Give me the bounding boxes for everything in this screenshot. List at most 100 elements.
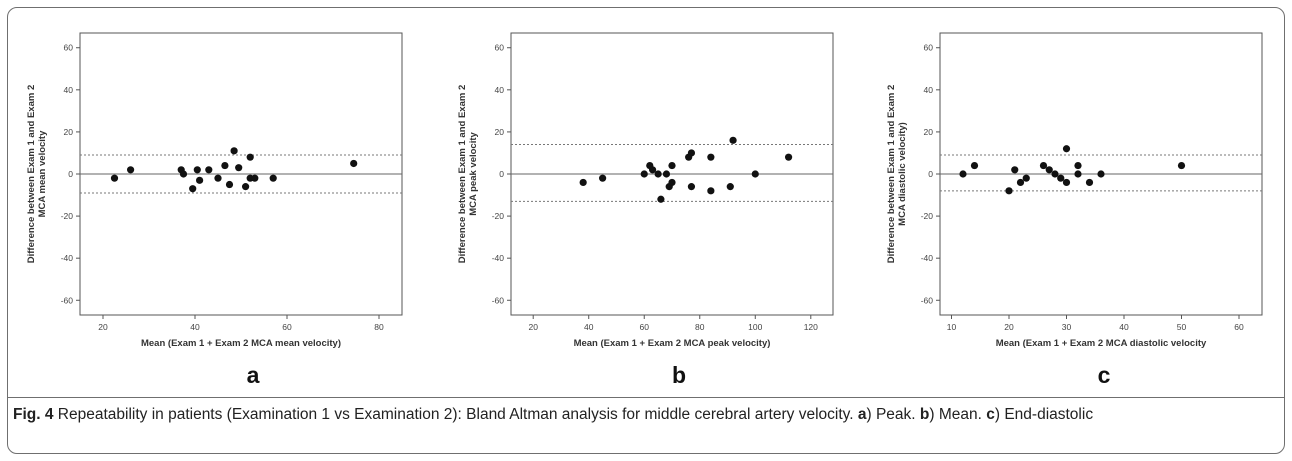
y-tick-label: -40 <box>492 253 505 263</box>
data-point <box>242 183 250 191</box>
data-point <box>1097 170 1105 178</box>
data-point <box>189 185 197 193</box>
chart-panel-a: -60 -40 -20 0 20 40 60 20 40 60 80 Mean (Exam 1 + E… <box>26 32 403 349</box>
x-tick-label: 50 <box>1177 322 1187 332</box>
x-tick-label: 20 <box>528 322 538 332</box>
data-point <box>350 159 358 168</box>
data-point <box>246 153 254 161</box>
chart-panel-c: -60 -40 -20 0 20 40 60 10 20 30 40 50 60 Mean (Exam 1… <box>886 32 1263 349</box>
data-point <box>687 183 696 191</box>
x-tick-label: 20 <box>1004 322 1014 332</box>
data-point <box>110 174 119 182</box>
x-axis-title: Mean (Exam 1 + Exam 2 MCA mean velocity) <box>141 338 341 349</box>
chart-panel-b: -60 -40 -20 0 20 40 60 20 40 60 80 100 120 Mean (Exam… <box>457 32 834 349</box>
data-point <box>1051 170 1059 178</box>
data-point <box>196 176 204 184</box>
y-tick-label: 0 <box>928 169 933 179</box>
data-point <box>959 170 967 178</box>
y-tick-label: 40 <box>495 85 505 95</box>
y-tick-label: 60 <box>64 43 74 53</box>
y-tick-label: -40 <box>61 253 74 263</box>
caption-text-1: Repeatability in patients (Examination 1… <box>53 406 858 423</box>
y-tick-label: 40 <box>64 85 74 95</box>
figure-caption: Fig. 4 Repeatability in patients (Examin… <box>13 404 1278 426</box>
data-point <box>1045 166 1053 174</box>
data-point <box>193 166 201 174</box>
data-point <box>1016 178 1025 187</box>
y-tick-label: 20 <box>924 127 934 137</box>
panel-letter-a: a <box>246 362 260 388</box>
data-point <box>654 170 662 178</box>
data-point <box>225 180 234 189</box>
y-tick-label: -40 <box>921 253 934 263</box>
panel-letter-c: c <box>1097 362 1111 388</box>
data-point <box>205 166 213 174</box>
data-point <box>1039 161 1048 170</box>
data-point <box>662 170 671 178</box>
x-tick-label: 10 <box>947 322 957 332</box>
y-tick-label: 40 <box>924 85 934 95</box>
caption-a-label: a <box>857 406 867 423</box>
data-point <box>640 170 648 178</box>
caption-text-4: ) End-diastolic <box>994 406 1094 423</box>
y-tick-label: 60 <box>495 43 505 53</box>
x-tick-label: 80 <box>695 322 705 332</box>
data-point <box>1062 145 1071 153</box>
x-tick-label: 40 <box>190 322 200 332</box>
x-tick-label: 40 <box>584 322 594 332</box>
y-axis-title-line: MCA diastolic velocity) <box>897 122 908 226</box>
data-point <box>1022 174 1030 182</box>
x-tick-label: 20 <box>98 322 108 332</box>
panel-letter-b: b <box>671 362 687 388</box>
data-point <box>970 161 979 170</box>
caption-divider <box>7 397 1285 398</box>
data-point <box>214 174 222 182</box>
x-tick-label: 40 <box>1119 322 1129 332</box>
data-point <box>648 166 657 174</box>
caption-text-3: ) Mean. <box>929 406 987 423</box>
data-point <box>657 195 665 203</box>
y-tick-label: -60 <box>61 295 74 305</box>
y-tick-label: -20 <box>492 211 505 221</box>
data-point <box>221 161 229 170</box>
data-point <box>1005 187 1013 195</box>
y-tick-label: -20 <box>921 211 934 221</box>
data-point <box>1074 161 1082 170</box>
data-point <box>726 183 734 191</box>
x-tick-label: 60 <box>1234 322 1244 332</box>
data-point <box>784 153 793 161</box>
y-axis-title-line: Difference between Exam 1 and Exam 2 <box>886 85 897 263</box>
y-tick-label: 60 <box>924 43 934 53</box>
y-axis-title-line: Difference between Exam 1 and Exam 2 <box>457 85 468 263</box>
y-axis-title-line: Difference between Exam 1 and Exam 2 <box>26 85 37 263</box>
x-tick-label: 30 <box>1062 322 1072 332</box>
data-point <box>269 174 277 182</box>
x-tick-label: 60 <box>640 322 650 332</box>
data-point <box>599 174 607 182</box>
data-point <box>230 147 238 155</box>
data-point <box>1085 178 1094 187</box>
x-tick-label: 120 <box>804 322 818 332</box>
y-tick-label: -60 <box>492 295 505 305</box>
x-axis-title: Mean (Exam 1 + Exam 2 MCA diastolic velo… <box>996 338 1207 349</box>
data-point <box>729 136 737 144</box>
data-point <box>668 178 676 187</box>
figure-frame <box>7 7 1285 454</box>
caption-text-2: ) Peak. <box>866 406 920 423</box>
data-point <box>179 170 188 178</box>
data-point <box>235 164 243 172</box>
y-tick-label: 0 <box>499 169 504 179</box>
caption-fig-label: Fig. 4 <box>13 406 54 423</box>
y-tick-label: 20 <box>64 127 74 137</box>
data-point <box>668 161 676 170</box>
y-tick-label: -20 <box>61 211 74 221</box>
y-axis-title-line: MCA mean velocity <box>37 130 48 217</box>
y-axis-title-line: MCA peak velocity <box>468 131 479 215</box>
data-point <box>579 178 587 187</box>
y-tick-label: 0 <box>68 169 73 179</box>
y-tick-label: -60 <box>921 295 934 305</box>
data-point <box>1011 166 1019 174</box>
x-tick-label: 60 <box>282 322 292 332</box>
caption-b-label: b <box>919 406 930 423</box>
data-point <box>1062 178 1071 187</box>
